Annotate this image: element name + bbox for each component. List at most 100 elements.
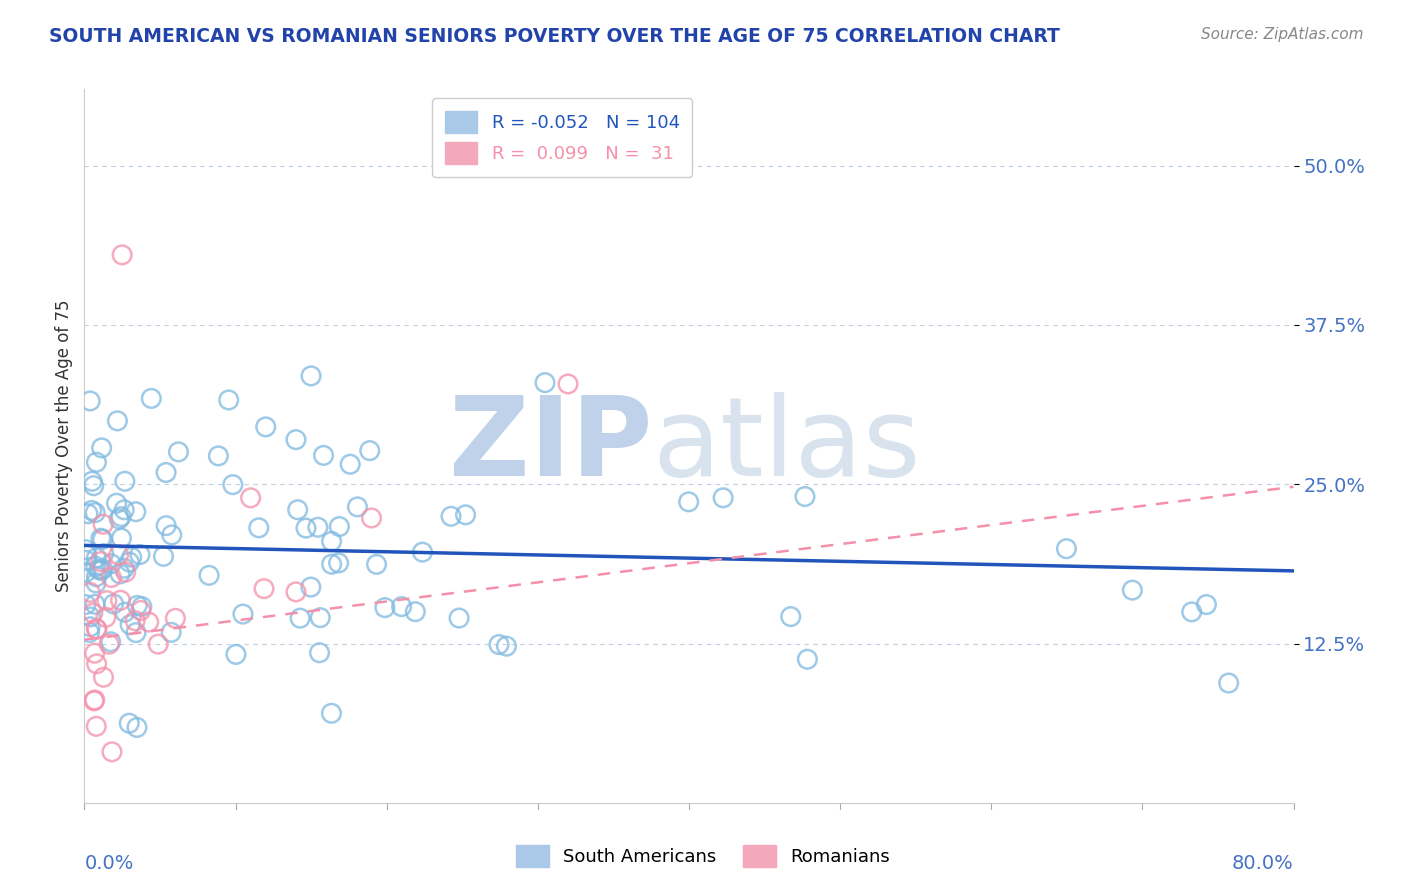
Point <box>100 635 122 649</box>
Point <box>84 597 107 611</box>
Point <box>127 599 149 613</box>
Point <box>82 606 104 620</box>
Point <box>114 475 136 489</box>
Point <box>295 521 318 535</box>
Text: 0.0%: 0.0% <box>84 854 134 872</box>
Point <box>1218 676 1240 690</box>
Point <box>391 599 413 614</box>
Point <box>90 555 112 569</box>
Point <box>79 585 101 599</box>
Point <box>328 556 350 570</box>
Point <box>129 603 152 617</box>
Point <box>93 670 115 684</box>
Point <box>90 531 112 545</box>
Point <box>124 614 146 628</box>
Text: SOUTH AMERICAN VS ROMANIAN SENIORS POVERTY OVER THE AGE OF 75 CORRELATION CHART: SOUTH AMERICAN VS ROMANIAN SENIORS POVER… <box>49 27 1060 45</box>
Point <box>94 610 117 624</box>
Point <box>114 605 136 619</box>
Point <box>80 503 103 517</box>
Point <box>101 745 124 759</box>
Point <box>411 545 433 559</box>
Point <box>107 414 129 428</box>
Point <box>96 593 118 607</box>
Point <box>141 392 163 406</box>
Point <box>321 534 343 549</box>
Point <box>308 646 330 660</box>
Point <box>76 548 98 562</box>
Point <box>148 637 170 651</box>
Point <box>79 625 101 640</box>
Point <box>155 466 177 480</box>
Point <box>93 547 115 561</box>
Point <box>79 394 101 409</box>
Point <box>84 719 107 733</box>
Point <box>86 455 108 469</box>
Point <box>198 568 221 582</box>
Point <box>374 600 396 615</box>
Point <box>83 693 105 707</box>
Legend: South Americans, Romanians: South Americans, Romanians <box>509 838 897 874</box>
Point <box>312 449 335 463</box>
Point <box>454 508 477 522</box>
Point <box>794 490 817 504</box>
Point <box>239 491 262 505</box>
Point <box>307 520 329 534</box>
Point <box>321 706 343 721</box>
Point <box>339 457 361 471</box>
Point <box>155 518 177 533</box>
Point <box>160 625 183 640</box>
Point <box>75 598 97 612</box>
Point <box>98 637 121 651</box>
Point <box>91 533 114 547</box>
Point <box>86 657 108 671</box>
Text: Source: ZipAtlas.com: Source: ZipAtlas.com <box>1201 27 1364 42</box>
Point <box>86 622 108 636</box>
Text: ZIP: ZIP <box>450 392 652 500</box>
Point <box>75 542 97 557</box>
Point <box>247 521 270 535</box>
Point <box>86 551 108 566</box>
Point <box>678 495 700 509</box>
Point <box>285 585 308 599</box>
Point <box>167 445 190 459</box>
Point <box>495 639 517 653</box>
Text: atlas: atlas <box>652 392 921 500</box>
Point <box>105 496 128 510</box>
Point <box>110 531 132 545</box>
Point <box>90 441 112 455</box>
Point <box>366 558 388 572</box>
Point <box>112 561 135 575</box>
Point <box>299 580 322 594</box>
Point <box>84 559 107 574</box>
Point <box>225 648 247 662</box>
Point <box>321 558 343 572</box>
Point <box>75 553 97 567</box>
Point <box>100 557 122 571</box>
Point <box>87 562 110 576</box>
Point <box>108 512 131 526</box>
Point <box>711 491 734 505</box>
Point <box>91 562 114 576</box>
Point <box>125 721 148 735</box>
Point <box>83 479 105 493</box>
Point <box>254 420 277 434</box>
Point <box>118 555 141 569</box>
Point <box>253 582 276 596</box>
Point <box>125 625 148 640</box>
Point <box>91 517 114 532</box>
Point <box>84 506 107 520</box>
Point <box>108 566 131 581</box>
Point <box>328 519 350 533</box>
Point <box>79 610 101 624</box>
Point <box>232 607 254 621</box>
Point <box>222 477 245 491</box>
Point <box>86 622 108 636</box>
Point <box>449 611 471 625</box>
Point <box>1195 598 1218 612</box>
Point <box>152 549 174 564</box>
Point <box>83 646 105 660</box>
Point <box>84 576 107 591</box>
Point <box>160 528 183 542</box>
Point <box>79 620 101 634</box>
Point <box>129 548 152 562</box>
